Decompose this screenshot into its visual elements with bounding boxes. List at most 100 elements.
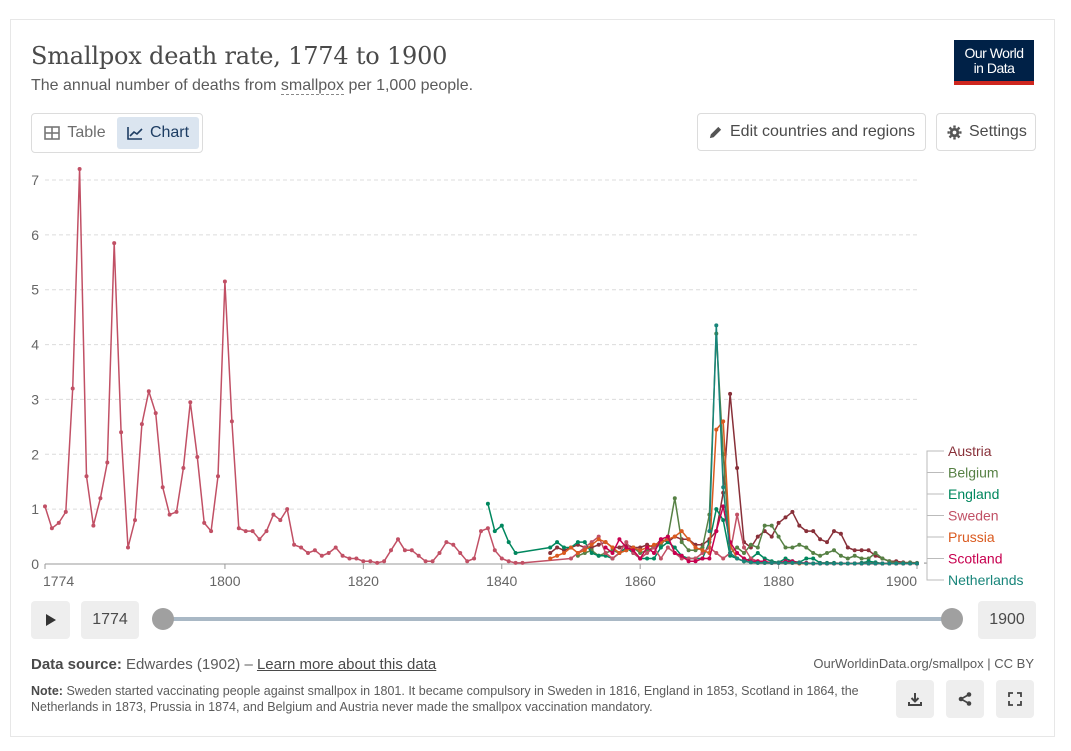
timeline-end-handle[interactable] (941, 608, 963, 630)
data-point-sweden-1837 (479, 529, 483, 534)
data-point-prussia-1860 (638, 548, 643, 553)
data-point-austria-1892 (859, 548, 864, 553)
timeline-track[interactable] (163, 617, 952, 621)
data-point-prussia-1848 (555, 553, 560, 558)
edit-countries-button[interactable]: Edit countries and regions (697, 113, 926, 151)
data-point-austria-1885 (811, 529, 816, 534)
data-point-prussia-1855 (603, 540, 608, 545)
legend-label-scotland: Scotland (948, 551, 1002, 567)
data-point-belgium-1866 (679, 540, 684, 545)
data-point-austria-1894 (873, 553, 878, 558)
owid-logo[interactable]: Our World in Data (954, 40, 1034, 85)
tab-table[interactable]: Table (35, 117, 115, 149)
data-point-sweden-1814 (319, 553, 324, 558)
data-point-sweden-1807 (271, 512, 276, 517)
data-point-sweden-1874 (735, 512, 740, 517)
source-url[interactable]: OurWorldinData.org/smallpox | CC BY (813, 656, 1034, 671)
data-point-scotland-1870 (707, 556, 712, 561)
data-point-sweden-1789 (146, 389, 151, 394)
data-point-belgium-1885 (811, 551, 816, 555)
data-point-prussia-1871 (714, 427, 719, 432)
data-point-netherlands-1887 (825, 561, 829, 566)
data-point-england-1878 (762, 556, 767, 561)
play-button[interactable] (31, 601, 70, 639)
data-point-england-1862 (652, 556, 656, 561)
data-point-sweden-1783 (105, 460, 110, 465)
data-point-belgium-1886 (818, 553, 823, 558)
data-point-prussia-1858 (624, 548, 629, 553)
data-point-sweden-1815 (326, 551, 331, 555)
data-point-prussia-1866 (679, 529, 684, 534)
data-point-scotland-1856 (610, 551, 615, 555)
smallpox-link[interactable]: smallpox (280, 77, 345, 95)
fullscreen-button[interactable] (996, 680, 1034, 718)
data-point-austria-1888 (832, 529, 836, 534)
data-point-scotland-1871 (714, 529, 719, 534)
series-sweden (43, 167, 919, 566)
data-point-sweden-1796 (195, 455, 200, 459)
data-point-sweden-1829 (423, 559, 428, 564)
data-point-scotland-1862 (652, 551, 656, 555)
data-point-belgium-1851 (575, 553, 580, 558)
data-point-sweden-1795 (188, 400, 193, 405)
share-button[interactable] (946, 680, 984, 718)
line-chart: 0 1 2 3 4 5 6 7 1774 1800 1820 1840 1860 1880 1900 Aus… (31, 167, 1024, 589)
data-point-scotland-1875 (742, 556, 746, 561)
data-point-austria-1874 (735, 466, 740, 470)
data-point-netherlands-1890 (845, 561, 850, 566)
data-point-england-1872 (721, 518, 726, 523)
data-point-england-1873 (728, 553, 733, 558)
timeline-start-year[interactable]: 1774 (81, 601, 139, 639)
data-point-sweden-1788 (139, 422, 144, 427)
axes: 0 1 2 3 4 5 6 7 1774 1800 1820 1840 1860 1880 1900 (31, 172, 918, 589)
timeline-start-handle[interactable] (152, 608, 174, 630)
data-point-netherlands-1876 (748, 560, 753, 565)
data-point-sweden-1818 (347, 556, 352, 561)
data-point-scotland-1865 (672, 551, 677, 555)
data-point-sweden-1797 (202, 520, 207, 525)
data-point-prussia-1868 (693, 545, 698, 550)
data-point-sweden-1875 (742, 545, 746, 550)
data-point-sweden-1810 (292, 542, 297, 547)
data-point-netherlands-1886 (818, 561, 823, 566)
tab-chart[interactable]: Chart (117, 117, 199, 149)
data-point-scotland-1872 (721, 504, 726, 509)
data-point-sweden-1782 (98, 496, 103, 501)
data-point-belgium-1874 (735, 545, 740, 550)
data-point-sweden-1868 (693, 556, 698, 561)
data-point-england-1847 (548, 545, 553, 550)
data-point-sweden-1872 (721, 556, 726, 561)
legend-label-england: England (948, 486, 999, 502)
data-point-sweden-1780 (84, 474, 89, 479)
legend: Austria Belgium England Sweden Prussia Scotla… (924, 443, 1024, 588)
data-point-austria-1847 (548, 551, 553, 555)
data-point-sweden-1830 (430, 559, 435, 564)
data-point-netherlands-1881 (783, 560, 788, 565)
data-point-netherlands-1894 (873, 561, 878, 566)
learn-more-link[interactable]: Learn more about this data (256, 656, 437, 673)
data-point-netherlands-1871 (714, 323, 719, 328)
data-point-sweden-1813 (312, 548, 317, 553)
note-text: Sweden started vaccinating people agains… (31, 684, 859, 714)
data-point-sweden-1778 (70, 386, 75, 391)
view-tabs: Table Chart (31, 113, 203, 153)
data-point-sweden-1842 (513, 560, 518, 565)
data-point-sweden-1824 (389, 548, 393, 553)
data-point-prussia-1857 (617, 551, 622, 555)
data-point-sweden-1840 (499, 556, 504, 561)
legend-connector-netherlands (924, 563, 944, 581)
download-button[interactable] (896, 680, 934, 718)
pencil-icon (709, 126, 722, 138)
timeline-end-year[interactable]: 1900 (978, 601, 1036, 639)
data-point-austria-1893 (866, 548, 871, 553)
data-point-netherlands-1891 (852, 561, 857, 566)
data-point-netherlands-1870 (707, 529, 712, 534)
data-point-prussia-1852 (582, 548, 587, 553)
data-point-sweden-1820 (361, 559, 366, 564)
data-point-netherlands-1896 (887, 561, 892, 566)
x-tick-label-1860: 1860 (625, 573, 656, 589)
settings-button[interactable]: Settings (936, 113, 1036, 151)
data-point-austria-1883 (797, 523, 802, 528)
data-point-austria-1890 (845, 545, 850, 550)
data-point-belgium-1865 (672, 496, 677, 501)
